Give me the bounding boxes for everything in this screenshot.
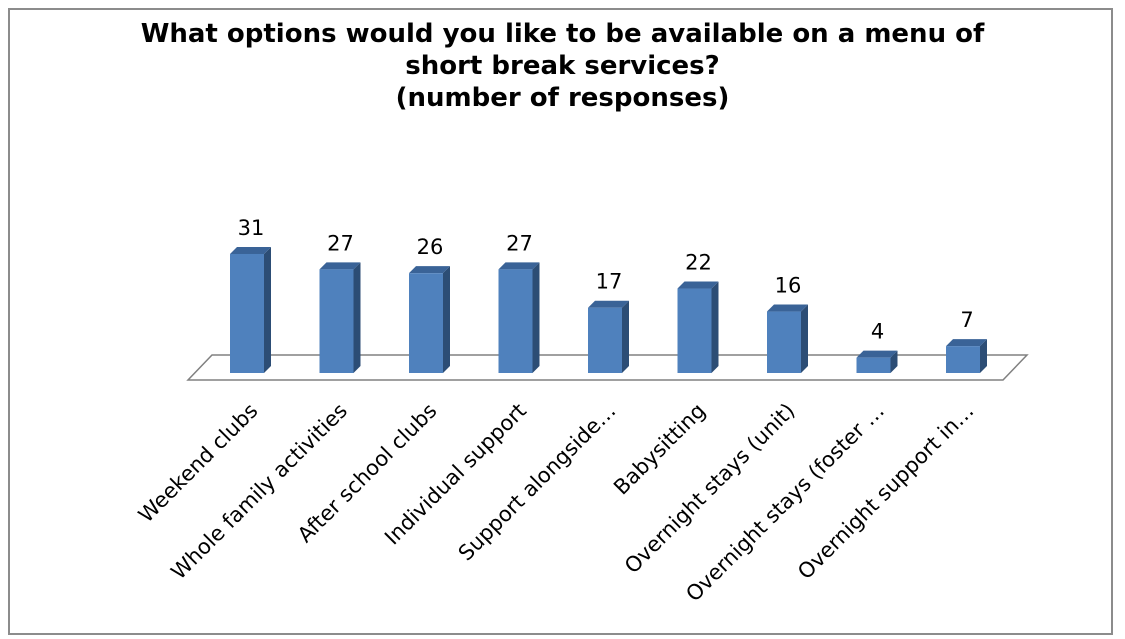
bar-side [443, 266, 450, 373]
bar-front [767, 311, 801, 373]
data-label: 27 [327, 231, 354, 255]
data-label: 16 [775, 274, 802, 298]
x-tick-label: Support alongside… [454, 399, 621, 566]
bar-front [946, 346, 980, 373]
x-tick-label: Whole family activities [166, 399, 352, 585]
bar-6 [677, 281, 719, 373]
data-label: 22 [685, 251, 712, 275]
bar-side [353, 262, 361, 373]
bar-top [498, 262, 540, 270]
x-tick-label: Overnight stays (unit) [620, 399, 800, 579]
bar-front [498, 269, 533, 373]
bar-top [230, 246, 271, 254]
bar-top [767, 304, 808, 312]
bar-side [801, 304, 808, 373]
bar-8 [856, 350, 898, 373]
bar-top [588, 300, 629, 308]
bar-front [409, 273, 443, 373]
bar-top [946, 339, 987, 347]
bar-side [890, 350, 898, 373]
data-label: 7 [960, 308, 973, 332]
bar-side [622, 300, 629, 373]
bar-front [677, 288, 712, 373]
chart-frame [8, 8, 1113, 635]
bar-front [230, 253, 264, 373]
chart-title-line-1: What options would you like to be availa… [140, 19, 985, 49]
bar-top [409, 266, 450, 274]
bar-side [980, 339, 987, 373]
bar-top [677, 281, 719, 289]
bar-1 [230, 246, 271, 373]
bar-2 [319, 262, 361, 373]
data-label: 26 [417, 235, 444, 259]
data-label: 31 [238, 216, 265, 240]
bar-side [711, 281, 719, 373]
bar-5 [588, 300, 629, 373]
bar-7 [767, 304, 808, 373]
x-tick-label: Babysitting [609, 399, 710, 500]
bar-side [264, 246, 271, 373]
bar-front [588, 307, 622, 373]
chart-title-line-3: (number of responses) [395, 83, 730, 113]
chart-title: What options would you like to be availa… [0, 18, 1125, 114]
bar-3 [409, 266, 450, 373]
bar-top [856, 350, 898, 358]
bar-side [532, 262, 540, 373]
bar-front [856, 357, 891, 373]
data-label: 17 [596, 270, 623, 294]
bar-9 [946, 339, 987, 373]
chart-title-line-2: short break services? [405, 51, 720, 81]
bar-top [319, 262, 361, 270]
data-label: 27 [506, 231, 533, 255]
x-tick-label: Overnight support in… [793, 399, 978, 584]
data-label: 4 [871, 320, 884, 344]
bar-4 [498, 262, 540, 373]
bar-front [319, 269, 354, 373]
